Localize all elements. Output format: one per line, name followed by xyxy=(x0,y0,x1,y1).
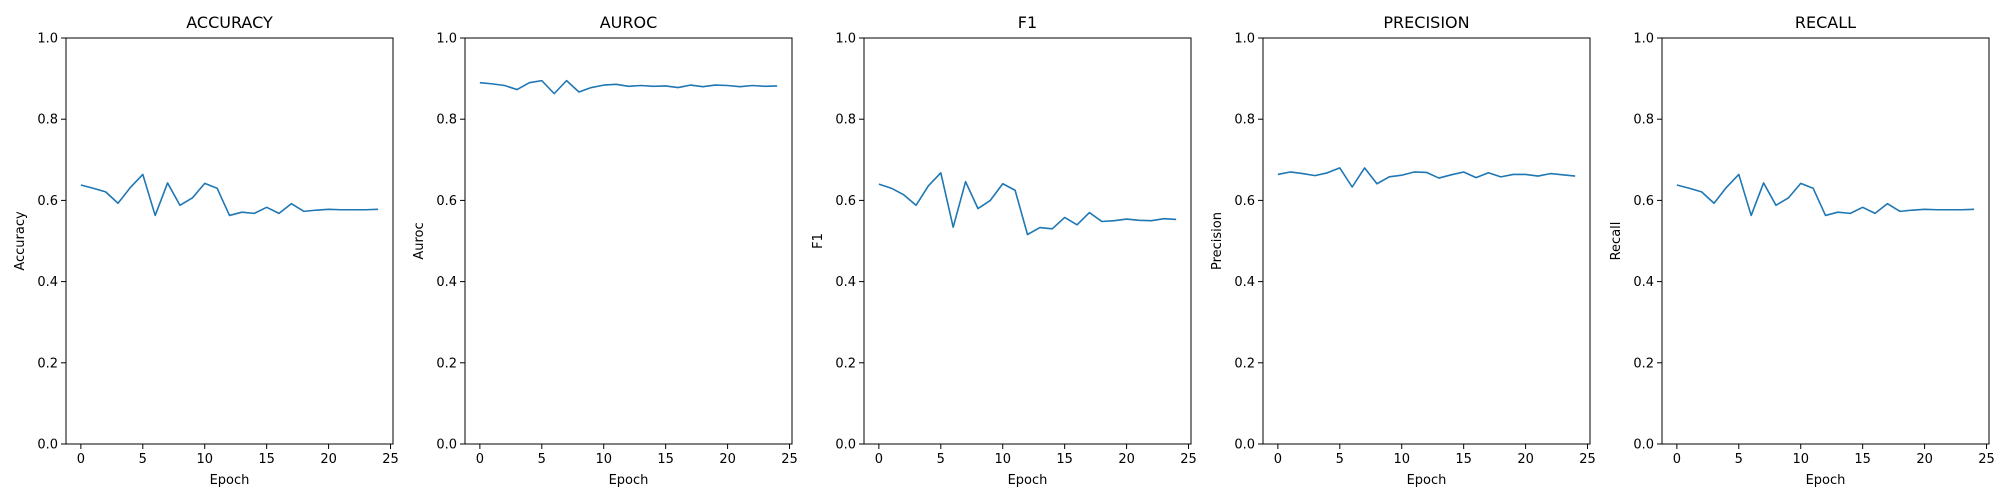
subplot-recall: RECALL 0 5 10 15 20 25 0.0 0.2 0.4 0.6 0.8 1.0 Epoch R… xyxy=(1609,13,1995,488)
plot-frame xyxy=(1262,37,1591,445)
y-tick-label: 0.8 xyxy=(1234,113,1255,128)
chart-title: ACCURACY xyxy=(186,13,273,32)
plot-frame xyxy=(464,37,793,445)
x-tick-label: 0 xyxy=(1673,452,1681,467)
y-tick-label: 0.4 xyxy=(1234,275,1255,290)
x-tick-label: 5 xyxy=(937,452,945,467)
series-line xyxy=(479,79,778,95)
x-tick-label: 5 xyxy=(139,452,147,467)
x-tick-label: 10 xyxy=(994,452,1011,467)
x-tick-label: 5 xyxy=(1336,452,1344,467)
x-tick-label: 25 xyxy=(382,452,399,467)
subplot-f1: F1 0 5 10 15 20 25 0.0 0.2 0.4 0.6 0.8 1.0 Epoch F1 xyxy=(811,13,1197,488)
y-tick-label: 0.0 xyxy=(835,438,856,453)
y-tick-label: 0.0 xyxy=(436,438,457,453)
x-axis-label: Epoch xyxy=(210,473,250,488)
y-tick-label: 1.0 xyxy=(1234,32,1255,47)
x-tick-label: 0 xyxy=(476,452,484,467)
plot-frame xyxy=(1661,37,1990,445)
x-tick-label: 25 xyxy=(1978,452,1995,467)
y-tick-label: 0.4 xyxy=(37,275,58,290)
y-tick-label: 0.8 xyxy=(37,113,58,128)
x-tick-label: 15 xyxy=(1056,452,1073,467)
x-tick-label: 20 xyxy=(1916,452,1933,467)
subplot-auroc: AUROC 0 5 10 15 20 25 0.0 0.2 0.4 0.6 0.8 1.0 Epoch Au… xyxy=(412,13,798,488)
x-tick-label: 10 xyxy=(595,452,612,467)
y-tick-label: 0.8 xyxy=(1633,113,1654,128)
chart-title: F1 xyxy=(1018,13,1037,32)
y-tick-label: 0.2 xyxy=(1234,356,1255,371)
y-tick-label: 0.8 xyxy=(835,113,856,128)
x-tick-label: 20 xyxy=(719,452,736,467)
x-axis-label: Epoch xyxy=(1806,473,1846,488)
x-tick-label: 5 xyxy=(538,452,546,467)
y-tick-label: 0.6 xyxy=(835,194,856,209)
y-tick-label: 0.4 xyxy=(835,275,856,290)
y-tick-label: 1.0 xyxy=(1633,32,1654,47)
x-tick-label: 20 xyxy=(320,452,337,467)
y-tick-label: 0.4 xyxy=(436,275,457,290)
subplot-precision: PRECISION 0 5 10 15 20 25 0.0 0.2 0.4 0.6 0.8 1.0 Epo… xyxy=(1210,13,1596,488)
x-tick-label: 15 xyxy=(1455,452,1472,467)
y-tick-label: 0.6 xyxy=(1633,194,1654,209)
y-tick-label: 0.2 xyxy=(1633,356,1654,371)
x-axis-label: Epoch xyxy=(1008,473,1048,488)
x-tick-label: 0 xyxy=(1274,452,1282,467)
series-line xyxy=(1676,173,1975,217)
x-tick-label: 10 xyxy=(196,452,213,467)
y-tick-label: 0.2 xyxy=(835,356,856,371)
x-tick-label: 0 xyxy=(875,452,883,467)
x-tick-label: 15 xyxy=(1854,452,1871,467)
x-axis-label: Epoch xyxy=(1407,473,1447,488)
x-tick-label: 25 xyxy=(1180,452,1197,467)
y-tick-label: 0.0 xyxy=(1633,438,1654,453)
x-tick-label: 15 xyxy=(657,452,674,467)
x-tick-label: 5 xyxy=(1735,452,1743,467)
y-tick-label: 0.6 xyxy=(37,194,58,209)
y-tick-label: 0.4 xyxy=(1633,275,1654,290)
y-tick-label: 0.0 xyxy=(1234,438,1255,453)
x-axis-label: Epoch xyxy=(609,473,649,488)
y-axis-label: Accuracy xyxy=(13,211,28,271)
y-axis-label: F1 xyxy=(811,233,826,249)
y-axis-label: Precision xyxy=(1210,212,1225,270)
x-tick-label: 10 xyxy=(1792,452,1809,467)
subplot-accuracy: ACCURACY 0 5 10 15 20 25 0.0 0.2 0.4 0.6 0.8 1.0 Epoc… xyxy=(13,13,399,488)
y-tick-label: 0.2 xyxy=(436,356,457,371)
x-tick-label: 25 xyxy=(1579,452,1596,467)
x-tick-label: 15 xyxy=(258,452,275,467)
series-line xyxy=(80,173,379,217)
y-tick-label: 0.0 xyxy=(37,438,58,453)
y-axis-label: Recall xyxy=(1609,222,1624,261)
x-tick-label: 20 xyxy=(1118,452,1135,467)
x-tick-label: 20 xyxy=(1517,452,1534,467)
series-line xyxy=(1277,167,1576,188)
plot-frame xyxy=(65,37,394,445)
y-tick-label: 1.0 xyxy=(835,32,856,47)
x-tick-label: 10 xyxy=(1393,452,1410,467)
y-tick-label: 1.0 xyxy=(37,32,58,47)
y-axis-label: Auroc xyxy=(412,222,427,259)
y-tick-label: 0.6 xyxy=(436,194,457,209)
plot-frame xyxy=(863,37,1192,445)
y-tick-label: 0.6 xyxy=(1234,194,1255,209)
chart-title: AUROC xyxy=(600,13,658,32)
y-tick-label: 0.2 xyxy=(37,356,58,371)
x-tick-label: 0 xyxy=(77,452,85,467)
chart-title: RECALL xyxy=(1795,13,1856,32)
y-tick-label: 0.8 xyxy=(436,113,457,128)
series-line xyxy=(878,171,1177,236)
y-tick-label: 1.0 xyxy=(436,32,457,47)
x-tick-label: 25 xyxy=(781,452,798,467)
chart-title: PRECISION xyxy=(1383,13,1469,32)
